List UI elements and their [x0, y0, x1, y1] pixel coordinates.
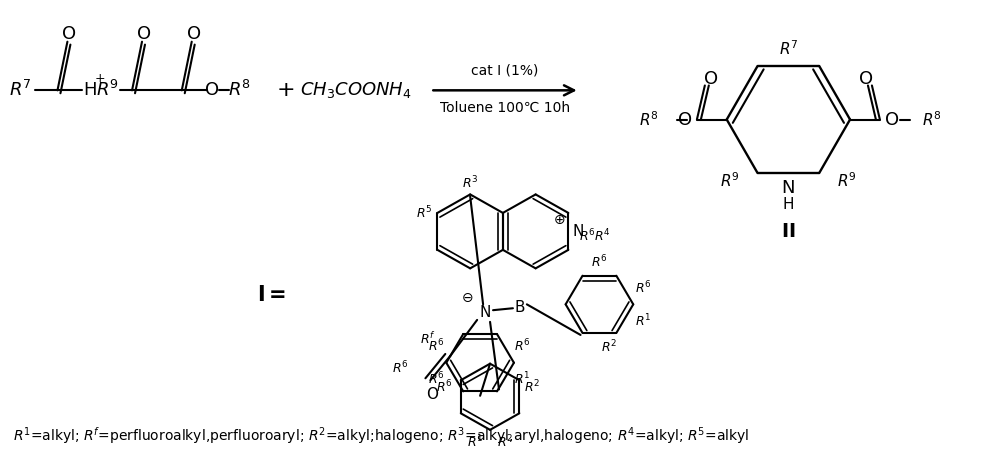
Text: O: O — [885, 111, 899, 129]
Text: +: + — [95, 72, 106, 85]
Text: O: O — [704, 70, 718, 88]
Text: $R^1$: $R^1$ — [635, 313, 651, 329]
Text: $R^6$: $R^6$ — [635, 280, 651, 296]
Text: O: O — [426, 387, 438, 402]
Text: $\mathbf{I=}$: $\mathbf{I=}$ — [257, 284, 286, 304]
Text: N: N — [782, 178, 795, 197]
Text: $R^6$: $R^6$ — [436, 379, 453, 395]
Text: O: O — [62, 25, 76, 43]
Text: $R^2$: $R^2$ — [524, 379, 540, 395]
Text: $R^2$: $R^2$ — [497, 433, 513, 450]
Text: $R^6$: $R^6$ — [428, 371, 445, 388]
Text: $R^6$: $R^6$ — [392, 359, 409, 376]
Text: $R^9$: $R^9$ — [720, 171, 740, 190]
Text: $R^9$: $R^9$ — [96, 80, 119, 101]
Text: $R^6R^4$: $R^6R^4$ — [579, 228, 611, 245]
Text: $\mathbf{II}$: $\mathbf{II}$ — [781, 222, 796, 241]
Text: $R^6$: $R^6$ — [591, 253, 608, 270]
Text: $R^1$=alkyl; $R^f$=perfluoroalkyl,perfluoroaryl; $R^2$=alkyl;halogeno; $R^3$=alk: $R^1$=alkyl; $R^f$=perfluoroalkyl,perflu… — [13, 425, 749, 446]
Text: $R^2$: $R^2$ — [601, 339, 617, 356]
Text: O: O — [205, 82, 219, 99]
Text: $R^7$: $R^7$ — [9, 80, 32, 101]
Text: $\oplus$: $\oplus$ — [553, 213, 566, 227]
Text: N: N — [573, 224, 584, 239]
Text: N: N — [479, 304, 491, 320]
Text: $R^f$: $R^f$ — [420, 332, 435, 347]
Text: O: O — [137, 25, 151, 43]
Text: $R^6$: $R^6$ — [428, 338, 445, 355]
Text: $R^1$: $R^1$ — [467, 433, 483, 450]
Text: $R^1$: $R^1$ — [514, 371, 530, 388]
Text: $R^6$: $R^6$ — [514, 338, 530, 355]
Text: O: O — [859, 70, 873, 88]
Text: $\ominus$: $\ominus$ — [461, 290, 473, 304]
Text: $R^8$: $R^8$ — [639, 110, 659, 129]
Text: $R^8$: $R^8$ — [228, 80, 251, 101]
Text: $R^3$: $R^3$ — [462, 174, 478, 191]
Text: $R^8$: $R^8$ — [922, 110, 941, 129]
Text: B: B — [515, 300, 525, 315]
Text: cat I (1%): cat I (1%) — [471, 64, 539, 78]
Text: H: H — [84, 82, 97, 99]
Text: $R^7$: $R^7$ — [779, 39, 798, 58]
Text: O: O — [678, 111, 692, 129]
Text: Toluene 100℃ 10h: Toluene 100℃ 10h — [440, 101, 570, 115]
Text: +: + — [277, 80, 296, 100]
Text: O: O — [187, 25, 201, 43]
Text: H: H — [783, 197, 794, 212]
Text: $R^5$: $R^5$ — [416, 205, 433, 221]
Text: $CH_3COONH_4$: $CH_3COONH_4$ — [300, 80, 412, 100]
Text: $R^9$: $R^9$ — [837, 171, 857, 190]
